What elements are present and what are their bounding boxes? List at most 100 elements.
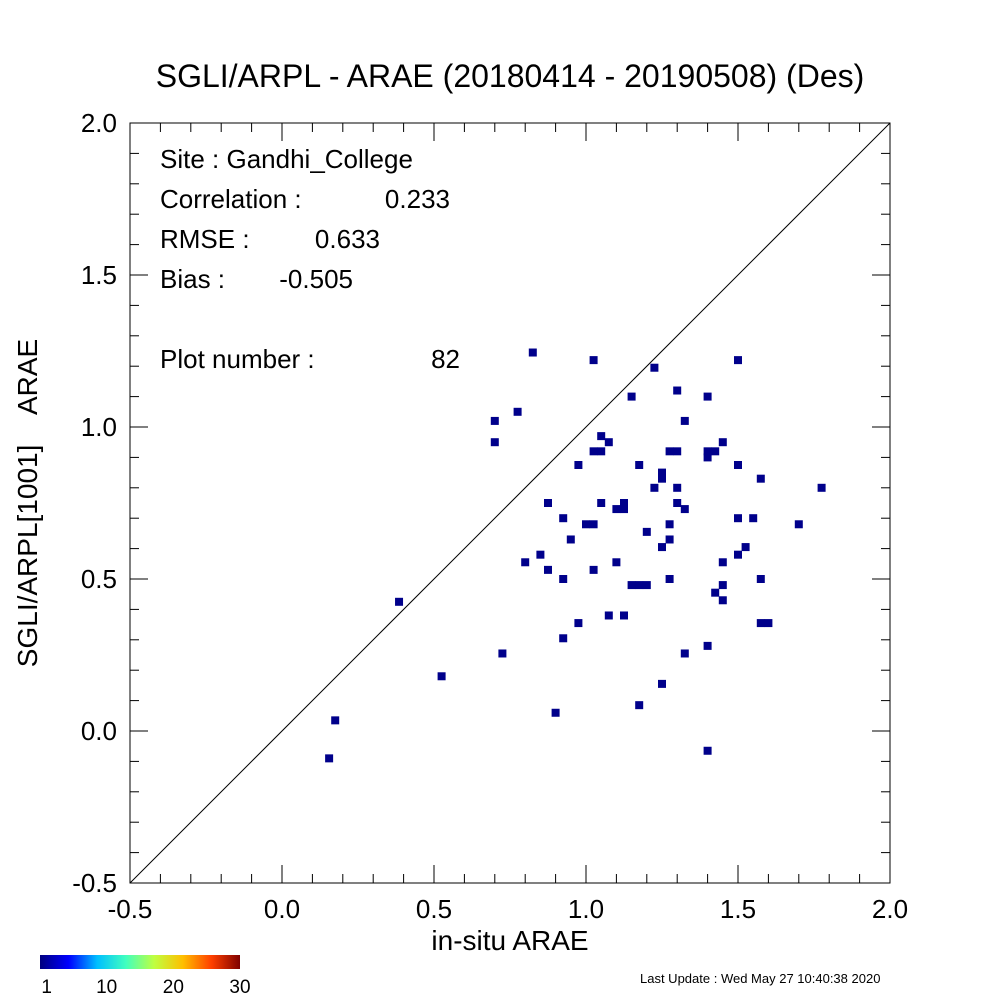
data-point	[734, 356, 742, 365]
data-point	[711, 588, 720, 597]
data-point	[658, 543, 666, 552]
data-point	[589, 447, 598, 456]
plot-area	[129, 122, 891, 884]
data-point	[620, 611, 628, 620]
data-point	[741, 543, 750, 552]
data-point	[794, 520, 803, 529]
data-point	[718, 581, 727, 590]
data-point	[536, 550, 545, 559]
plot-number-value: 82	[431, 344, 460, 374]
colorbar-gradient	[40, 955, 240, 969]
data-point	[604, 438, 613, 447]
y-tick-labels: -0.5 0.0 0.5 1.0 1.5 2.0	[72, 108, 117, 898]
data-point	[574, 461, 583, 469]
data-point	[589, 520, 598, 529]
data-point	[756, 474, 765, 483]
data-point	[703, 447, 712, 456]
data-point	[711, 447, 720, 456]
axis-ticks	[129, 122, 891, 884]
data-point	[658, 474, 666, 483]
data-point	[764, 619, 773, 628]
data-point	[490, 438, 499, 447]
data-point	[718, 558, 727, 567]
correlation-value: 0.233	[385, 184, 450, 214]
correlation-label: Correlation :	[160, 184, 302, 214]
stats-box: Site : Gandhi_College Correlation : 0.23…	[160, 144, 460, 374]
data-point	[597, 432, 606, 441]
data-point	[642, 527, 651, 536]
data-point	[559, 575, 568, 583]
data-point	[665, 575, 674, 583]
data-point	[734, 461, 742, 469]
data-point	[544, 565, 552, 574]
data-point	[559, 514, 568, 523]
data-point	[658, 679, 666, 688]
data-point	[703, 392, 712, 401]
data-point	[597, 499, 606, 507]
y-tick-label: 2.0	[81, 108, 117, 138]
x-tick-label: 1.5	[720, 894, 756, 924]
data-point	[612, 558, 621, 567]
chart-title: SGLI/ARPL - ARAE (20180414 - 20190508) (…	[156, 58, 865, 94]
colorbar-tick-label: 30	[229, 977, 250, 998]
plot-number-label: Plot number :	[160, 344, 315, 374]
colorbar-tick-label: 20	[163, 977, 184, 998]
rmse-value: 0.633	[315, 224, 380, 254]
x-tick-label: 1.0	[568, 894, 604, 924]
data-point	[650, 363, 659, 372]
data-point	[395, 597, 404, 606]
data-point	[528, 348, 537, 357]
data-point	[627, 581, 636, 590]
data-point	[673, 499, 682, 507]
data-point	[325, 754, 334, 763]
x-tick-label: 0.5	[416, 894, 452, 924]
x-tick-label: 2.0	[872, 894, 908, 924]
y-tick-label: 1.5	[81, 260, 117, 290]
data-point	[718, 596, 727, 605]
data-point	[559, 634, 568, 643]
data-point	[604, 611, 613, 620]
colorbar-tick-labels: 1 10 20 30	[41, 977, 250, 998]
data-point	[620, 499, 628, 507]
y-tick-label: 0.0	[81, 716, 117, 746]
x-tick-labels: -0.5 0.0 0.5 1.0 1.5 2.0	[108, 894, 908, 924]
data-point	[734, 550, 742, 559]
data-point	[756, 619, 765, 628]
y-tick-label: 1.0	[81, 412, 117, 442]
data-point	[498, 649, 507, 658]
data-point	[620, 505, 628, 514]
rmse-label: RMSE :	[160, 224, 250, 254]
data-point	[612, 505, 621, 514]
data-point	[490, 416, 499, 425]
data-point	[703, 453, 712, 462]
data-point	[817, 483, 826, 492]
x-tick-label: 0.0	[264, 894, 300, 924]
colorbar-tick-label: 1	[41, 977, 52, 998]
data-point	[589, 356, 598, 365]
bias-value: -0.505	[279, 264, 353, 294]
data-point	[574, 619, 583, 628]
bias-label: Bias :	[160, 264, 225, 294]
data-point	[718, 438, 727, 447]
data-point	[513, 407, 522, 416]
data-point	[437, 672, 446, 681]
colorbar-tick-label: 10	[96, 977, 117, 998]
data-point	[551, 708, 560, 717]
data-point	[680, 649, 689, 658]
data-point	[566, 535, 575, 544]
x-tick-label: -0.5	[108, 894, 153, 924]
site-label: Site : Gandhi_College	[160, 144, 413, 174]
data-point	[673, 386, 682, 395]
data-point	[331, 716, 340, 725]
data-point	[521, 558, 530, 567]
data-point	[703, 746, 712, 755]
data-point	[665, 447, 674, 456]
y-axis-label: SGLI/ARPL[1001] ARAE	[12, 339, 43, 667]
data-point	[635, 701, 644, 710]
data-point	[665, 520, 674, 529]
y-tick-label: -0.5	[72, 868, 117, 898]
data-point	[589, 565, 598, 574]
y-tick-label: 0.5	[81, 564, 117, 594]
last-update-text: Last Update : Wed May 27 10:40:38 2020	[640, 971, 880, 986]
data-point	[635, 461, 644, 469]
